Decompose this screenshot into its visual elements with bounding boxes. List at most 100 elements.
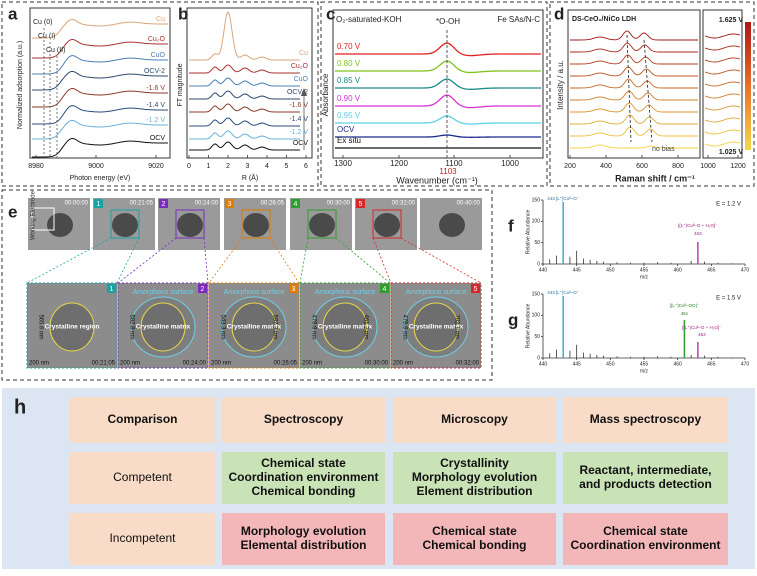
panel-border [1,189,493,381]
row-header: Competent [113,470,172,484]
tick-label: 460 [673,267,682,273]
curve-label: 0.70 V [337,42,361,51]
curve-label: -1.2 V [146,117,165,124]
timestamp: 00:40:00 [457,201,481,207]
table-cell [563,452,728,504]
zoom-box [175,209,205,239]
tick-label: 0 [537,355,540,361]
dimension: 543.3 nm [219,314,225,339]
timestamp: 00:26:05 [274,361,298,367]
scale-bar: 200 nm [211,361,231,367]
cell-text: Morphology evolution [241,524,366,538]
tick-label: 455 [640,267,649,273]
tick-label: 455 [640,361,649,367]
crystal-outline [413,302,459,352]
number-box [198,284,207,293]
curve-label: OCV-2 [144,68,165,75]
tick-label: 1200 [390,159,408,168]
tick-label: 0 [187,163,191,170]
curve [189,90,300,100]
peak-label: [(L⁺)Cuᴵᴵ–O + H₂O]⁻ [682,325,722,330]
axis-label: m/z [640,274,649,280]
number-box [291,199,300,208]
tick-label: 3 [246,163,250,170]
curve-label: CuO [294,76,309,83]
tick-label: 100 [532,313,541,319]
region-label: Crystalline region [45,324,100,331]
crystal-outline [140,302,186,352]
curve [570,90,698,101]
timestamp: 00:26:05 [261,201,285,207]
curve [704,141,741,147]
curve-label: OCV [293,140,309,147]
axis-label: Raman shift / cm⁻¹ [615,173,695,183]
axis-label: Intensity / a.u. [556,60,565,110]
cell-text: Coordination environment [571,538,721,552]
curve [32,105,168,125]
potential: E = 1.5 V [716,296,741,302]
number: 4 [294,201,298,208]
surface-label: Amorphous surface [315,289,376,296]
tick-label: 8980 [28,163,44,170]
cell-text: Coordination environment [229,470,379,484]
curve [704,57,741,63]
curve-label: OCV-2 [287,89,308,96]
table-cell [70,452,215,504]
curve [570,144,698,149]
axis-label: Wavenumber (cm⁻¹) [396,175,477,185]
tick-label: 150 [532,291,541,297]
side-label: Working Electrode [31,190,37,240]
plot-frame [702,9,743,159]
potential: E = 1.2 V [716,202,741,208]
timestamp: 00:32:00 [392,201,416,207]
tick-label: 150 [532,197,541,203]
tick-label: 100 [532,219,541,225]
panel-border [320,1,548,187]
number: 3 [228,201,232,208]
peak-label: 461 [681,311,689,316]
particle [177,213,203,237]
number-box [107,284,116,293]
number-box [289,284,298,293]
curve [189,64,300,74]
number-box [159,199,168,208]
number: 4 [383,286,387,293]
connector [116,237,140,284]
curve-label: 0.95 V [337,111,361,120]
tick-label: 450 [606,267,615,273]
panel-label: d [554,4,564,23]
column-header: Spectroscopy [264,412,344,426]
connector [400,237,482,284]
colorbar [745,22,751,150]
table-cell [393,513,556,565]
curve [570,102,698,113]
tick-label: 440 [539,361,548,367]
annotation: Cu (0) [33,19,52,26]
crystal-outline [49,302,95,352]
surface-label: Amorphous surface [406,289,467,296]
tick-label: 445 [572,361,581,367]
scale-bar: 200 nm [29,361,49,367]
table-cell [222,452,385,504]
table-cell [393,397,556,443]
curve [704,81,741,87]
curve-label: Ex situ [337,136,361,145]
dimension: 597.3 nm [271,314,277,339]
curve [570,54,698,65]
panel-label: b [178,4,188,23]
curve [570,66,698,77]
number: 2 [201,286,205,293]
timestamp: 00:21:05 [92,361,116,367]
peak-label: *O-OH [436,17,460,26]
table-cell [70,397,215,443]
curve-label: -1.4 V [289,116,308,123]
axis-label: Relative Abundance [525,304,531,349]
dimension: 461.2 nm [362,314,368,339]
number: 5 [359,201,363,208]
arrow-head [301,88,307,96]
curve [32,119,168,140]
tick-label: 50 [534,240,540,246]
curve [32,70,168,91]
tick-label: 9020 [148,163,164,170]
